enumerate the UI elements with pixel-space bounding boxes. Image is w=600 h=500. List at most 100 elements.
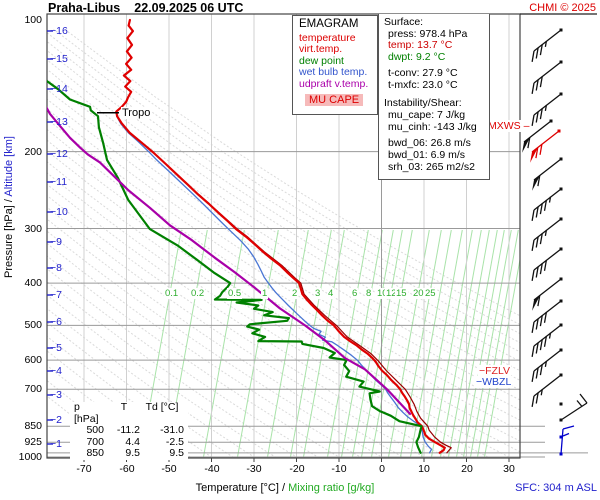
pressure-tick-400: 400: [24, 277, 42, 289]
col-dewpoint: Td [°C]: [145, 401, 179, 413]
legend-item-temperature: temperature: [299, 32, 356, 44]
wind-barb: [531, 60, 563, 94]
pressure-tick-200: 200: [24, 146, 42, 158]
cell: 9.5: [125, 447, 140, 459]
temp-tick--50: -50: [161, 463, 177, 475]
x-axis-title-mixing: Mixing ratio [g/kg]: [288, 482, 375, 494]
legend-item-dew-point: dew point: [299, 54, 344, 67]
temp-tick--70: -70: [76, 463, 92, 475]
pressure-tick-700: 700: [24, 383, 42, 395]
legend-item-wet-bulb-temp-: wet bulb temp.: [299, 66, 368, 79]
altitude-tick-16km: −16: [50, 25, 68, 37]
pressure-tick-850: 850: [24, 420, 42, 432]
cell: 9.5: [169, 447, 184, 459]
wind-barb-column: [522, 28, 588, 456]
mu-cape-badge: MU CAPE: [305, 94, 364, 107]
legend-title: EMAGRAM: [299, 18, 359, 30]
cell: -2.5: [165, 435, 184, 448]
altitude-tick-12km: −12: [50, 148, 68, 160]
altitude-tick-10km: −10: [50, 206, 68, 218]
levels-table-header: p [hPa] T Td [°C]: [70, 401, 188, 425]
pressure-tick-925: 925: [24, 436, 42, 448]
freezing-level-label: −FZLV: [478, 365, 512, 377]
mixing-ratio-label-12: 12: [385, 288, 398, 299]
info-line-bwd_01: bwd_01: 6.9 m/s: [388, 149, 466, 162]
altitude-tick-13km: −13: [50, 116, 68, 128]
wind-barb: [559, 393, 588, 422]
cell: 700: [86, 435, 104, 448]
altitude-tick-4km: −4: [50, 365, 62, 377]
pressure-tick-300: 300: [24, 223, 42, 235]
info-line-surface: Surface:: [384, 16, 424, 28]
legend-item-virt-temp-: virt.temp.: [299, 43, 343, 56]
altitude-tick-15km: −15: [50, 53, 68, 65]
temp-tick--20: -20: [289, 463, 305, 475]
mixing-ratio-label-0.5: 0.5: [227, 288, 243, 299]
altitude-tick-3km: −3: [50, 389, 62, 401]
mixing-ratio-label-10: 10: [376, 288, 389, 299]
wind-barb: [531, 348, 563, 382]
info-line-mu_cape: mu_cape: 7 J/kg: [388, 108, 466, 121]
altitude-tick-14km: −14: [50, 83, 68, 95]
pressure-tick-1000: 1000: [18, 451, 42, 463]
info-line-press: press: 978.4 hPa: [388, 27, 468, 40]
curve-dew_point: [47, 79, 423, 454]
temp-tick-20: 20: [461, 463, 473, 475]
surface-info-panel: Surface: press: 978.4 hPa temp: 13.7 °C dwp…: [378, 14, 490, 180]
mixing-ratio-label-25: 25: [424, 288, 437, 299]
surface-elevation-label: SFC: 304 m ASL: [515, 482, 597, 494]
temp-tick--30: -30: [246, 463, 262, 475]
wind-barb: [531, 187, 563, 221]
mixing-ratio-label-0.1: 0.1: [164, 288, 180, 299]
info-line-mu_cinh: mu_cinh: -143 J/kg: [388, 120, 477, 133]
x-axis-title-temp: Temperature [°C] /: [195, 482, 286, 494]
altitude-tick-2km: −2: [50, 414, 62, 426]
cell: -11.2: [116, 424, 140, 436]
levels-table-rows: 500 -11.2 -31.0 700 4.4 -2.5 850 9.5 9.5: [70, 424, 188, 460]
altitude-tick-9km: −9: [50, 236, 62, 248]
temp-tick--60: -60: [119, 463, 135, 475]
chart-header: Praha-Libus 22.09.2025 06 UTC: [48, 1, 243, 15]
temp-tick-30: 30: [503, 463, 515, 475]
mixing-ratio-label-2: 2: [291, 288, 299, 299]
temp-tick-10: 10: [418, 463, 430, 475]
mixing-ratio-label-0.2: 0.2: [190, 288, 206, 299]
mixing-ratio-label-20: 20: [412, 288, 425, 299]
cell: 500: [86, 424, 104, 436]
mixing-ratio-label-6: 6: [351, 288, 359, 299]
info-line-srh_03: srh_03: 265 m2/s2: [388, 160, 475, 173]
tropopause-label: Tropo: [121, 107, 152, 119]
cell: -31.0: [160, 424, 184, 436]
curve-temperature: [115, 18, 446, 454]
wind-barb: [531, 247, 563, 281]
wind-barb: [531, 217, 563, 251]
mixing-ratio-label-15: 15: [395, 288, 408, 299]
table-row-850: 850 9.5 9.5: [70, 447, 188, 460]
legend-item-udpraft-v-temp-: udpraft v.temp.: [299, 77, 369, 90]
cell: 4.4: [125, 435, 140, 448]
curve-updraft_virtual_temperature: [47, 106, 412, 415]
legend-box: EMAGRAM temperature virt.temp. dew point we…: [292, 15, 378, 115]
temp-tick--40: -40: [204, 463, 220, 475]
mixing-ratio-label-8: 8: [365, 288, 373, 299]
datetime: 22.09.2025 06 UTC: [134, 1, 244, 15]
info-line-t-conv: t-conv: 27.9 °C: [388, 66, 458, 79]
wind-barb: [559, 425, 575, 456]
grid-layer: [47, 14, 520, 458]
cell: 850: [86, 447, 104, 459]
wind-barb: [532, 277, 563, 311]
wet-bulb-zero-label: −WBZL: [475, 376, 513, 388]
profile-curves: [47, 18, 452, 454]
x-axis-title: Temperature [°C] / Mixing ratio [g/kg]: [120, 482, 450, 494]
wind-barb: [531, 299, 563, 333]
col-temp: T: [120, 401, 128, 413]
info-line-bwd_06: bwd_06: 26.8 m/s: [388, 137, 471, 150]
altitude-tick-8km: −8: [50, 262, 62, 274]
pressure-tick-600: 600: [24, 354, 42, 366]
info-line-instability-shear: Instability/Shear:: [384, 97, 462, 110]
copyright: CHMI © 2025: [529, 2, 596, 14]
info-line-t-mxfc: t-mxfc: 23.0 °C: [388, 78, 458, 91]
wind-barb: [531, 92, 563, 126]
